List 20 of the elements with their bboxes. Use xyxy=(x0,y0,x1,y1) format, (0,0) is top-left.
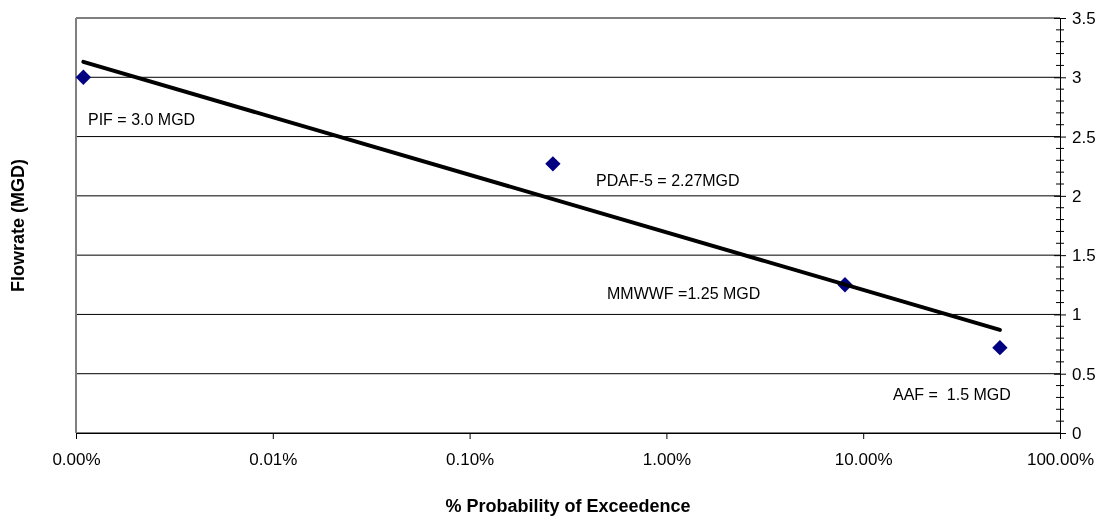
x-tick-label: 0.01% xyxy=(249,450,298,470)
annotation: PIF = 3.0 MGD xyxy=(88,111,196,129)
x-tick-label: 1.00% xyxy=(642,450,691,470)
annotation: AAF = 1.5 MGD xyxy=(893,386,1011,404)
y-axis-title: Flowrate (MGD) xyxy=(8,159,28,292)
x-tick-label: 0.10% xyxy=(446,450,495,470)
x-tick-label: 100.00% xyxy=(1026,450,1095,470)
annotation: MMWWF =1.25 MGD xyxy=(607,285,761,303)
x-tick-label: 10.00% xyxy=(834,450,893,470)
y-tick-label: 3.5 xyxy=(1072,8,1096,28)
y-tick-label: 0.5 xyxy=(1072,364,1096,384)
y-tick-label: 3 xyxy=(1072,68,1082,88)
annotation: PDAF-5 = 2.27MGD xyxy=(596,172,740,190)
y-tick-label: 1 xyxy=(1072,305,1082,325)
x-tick-label: 0.00% xyxy=(52,450,101,470)
x-axis-title: % Probability of Exceedence xyxy=(445,496,691,516)
y-tick-label: 0 xyxy=(1072,423,1082,443)
y-tick-label: 2 xyxy=(1072,186,1082,206)
y-tick-label: 2.5 xyxy=(1072,127,1096,147)
y-tick-label: 1.5 xyxy=(1072,246,1096,266)
